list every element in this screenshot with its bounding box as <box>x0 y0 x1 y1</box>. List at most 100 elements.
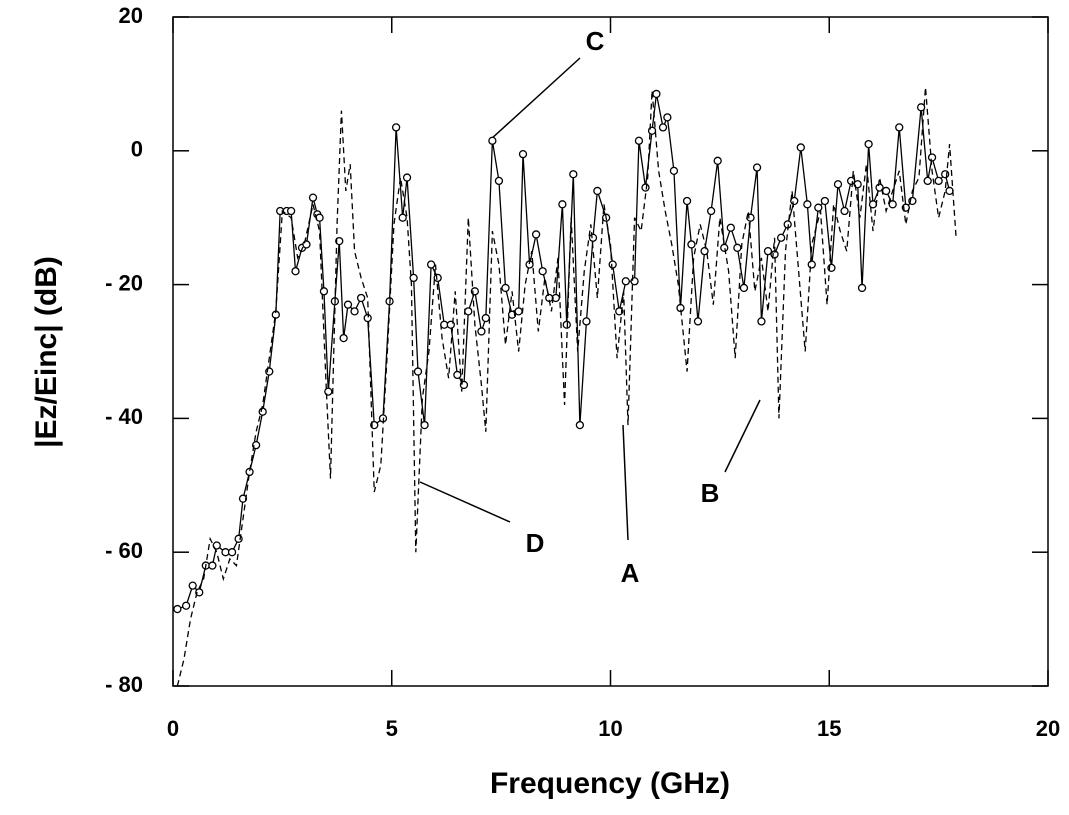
data-point <box>846 176 856 186</box>
data-point <box>864 139 873 149</box>
annotations: A B C D <box>419 26 761 588</box>
data-point <box>291 267 300 276</box>
data-point <box>588 233 598 242</box>
data-point <box>426 260 436 269</box>
data-point <box>706 206 716 216</box>
data-point <box>343 300 353 309</box>
data-point <box>663 113 672 122</box>
series-line <box>177 93 951 610</box>
data-point <box>501 283 510 293</box>
data-point <box>820 196 830 206</box>
data-point <box>726 223 735 232</box>
data-point <box>803 200 812 209</box>
y-tick-label: - 20 <box>105 270 143 295</box>
y-tick-label: - 40 <box>105 404 143 429</box>
data-point <box>258 407 267 416</box>
data-point <box>927 153 937 162</box>
data-point <box>227 548 237 557</box>
data-point <box>833 180 843 189</box>
data-point <box>302 240 311 249</box>
data-point <box>916 103 926 112</box>
y-tick-label: 0 <box>131 137 143 162</box>
data-point <box>391 123 401 132</box>
data-point <box>757 317 766 326</box>
data-point <box>324 387 333 396</box>
data-point <box>238 494 248 503</box>
data-point <box>752 163 762 172</box>
data-point <box>608 260 617 269</box>
data-point <box>453 370 462 380</box>
x-tick-label: 0 <box>167 716 179 741</box>
data-point <box>488 136 497 145</box>
data-point <box>739 283 749 293</box>
data-point <box>558 200 567 209</box>
data-point <box>814 203 823 212</box>
x-axis-title: Frequency (GHz) <box>490 767 730 800</box>
data-point <box>464 307 473 316</box>
annotation: D <box>526 528 545 558</box>
data-point <box>700 246 709 256</box>
data-point <box>538 267 547 276</box>
data-point <box>350 307 359 316</box>
plot-frame <box>172 16 1049 687</box>
data-point <box>687 240 696 249</box>
data-point <box>514 307 523 316</box>
data-point <box>494 176 504 186</box>
data-point <box>181 601 191 610</box>
data-point <box>315 213 324 222</box>
data-point <box>888 200 897 209</box>
data-point <box>669 166 679 176</box>
data-point <box>713 156 722 165</box>
annotation: B <box>701 478 720 508</box>
data-point <box>615 307 624 316</box>
data-point <box>398 213 407 222</box>
x-tick-label: 5 <box>386 716 398 741</box>
data-point <box>569 170 578 179</box>
data-point <box>840 206 849 216</box>
leader-line <box>622 424 629 541</box>
data-point <box>763 246 773 256</box>
data-point <box>641 183 650 192</box>
data-point <box>634 136 644 145</box>
data-point <box>433 273 442 283</box>
x-tick-label: 10 <box>598 716 622 741</box>
data-point <box>807 260 816 269</box>
data-point <box>339 333 348 343</box>
data-point <box>477 327 486 336</box>
data-point <box>776 233 786 242</box>
data-point <box>621 277 630 286</box>
y-tick-label: 20 <box>119 3 143 28</box>
data-point <box>356 293 366 303</box>
data-point <box>420 420 429 430</box>
leader-line <box>724 399 761 473</box>
data-point <box>658 123 668 132</box>
data-point <box>208 561 217 570</box>
data-point <box>582 317 591 326</box>
data-point <box>335 236 344 246</box>
data-point <box>413 367 423 376</box>
y-tick-label: - 60 <box>105 538 143 563</box>
data-point <box>682 196 692 206</box>
data-point <box>173 604 182 614</box>
data-point <box>857 283 867 293</box>
data-point <box>518 149 528 159</box>
x-tick-label: 15 <box>817 716 841 741</box>
data-point <box>934 176 943 186</box>
data-point <box>251 441 261 450</box>
data-point <box>409 273 418 283</box>
y-axis-title: |Ez/Einc| (dB) <box>30 256 63 448</box>
y-tick-label: - 80 <box>105 672 143 697</box>
data-point <box>693 317 703 326</box>
data-point <box>286 206 296 216</box>
data-point <box>733 243 742 252</box>
data-point <box>652 89 661 99</box>
data-point <box>593 186 602 196</box>
data-point <box>402 173 412 182</box>
data-point <box>895 123 904 132</box>
data-point <box>923 176 932 186</box>
data-point <box>881 186 891 196</box>
data-point <box>188 581 197 590</box>
data-point <box>531 230 541 239</box>
series-line <box>176 87 957 687</box>
